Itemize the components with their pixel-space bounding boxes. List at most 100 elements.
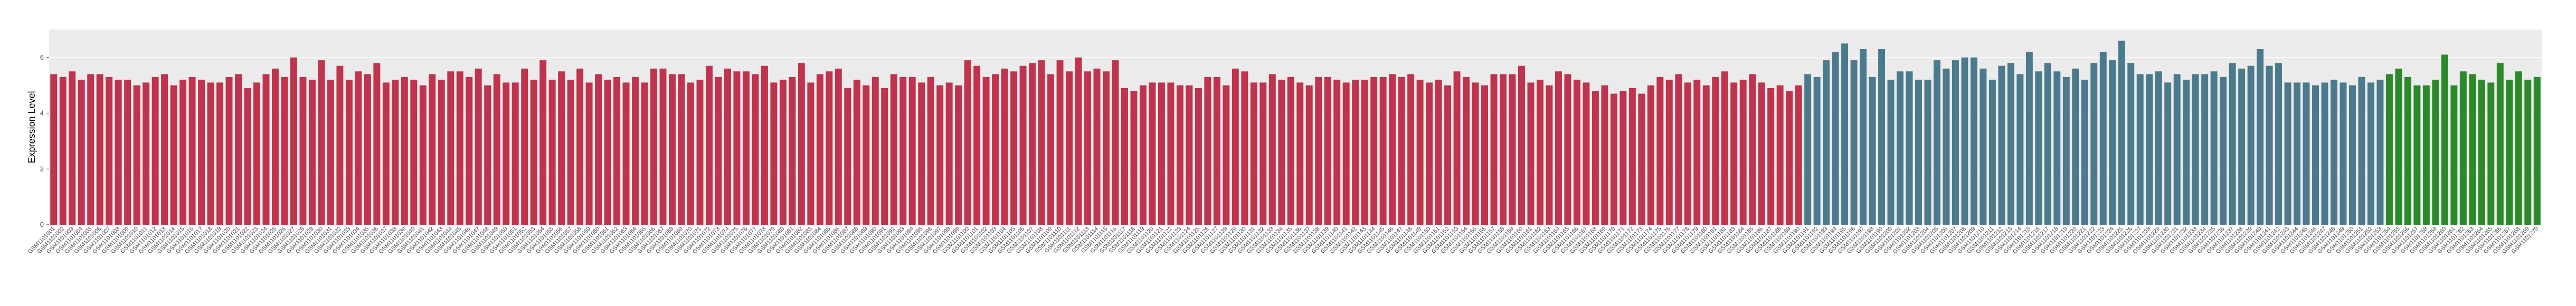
- bar: [539, 60, 547, 225]
- bar: [2367, 82, 2374, 225]
- bar: [1887, 80, 1895, 225]
- bar: [1536, 80, 1543, 225]
- bar: [170, 85, 177, 225]
- bar: [2469, 74, 2476, 225]
- bar: [973, 65, 981, 225]
- bar: [1693, 80, 1701, 225]
- bar: [262, 74, 270, 225]
- bar: [1610, 93, 1617, 225]
- bar: [548, 80, 556, 225]
- bar: [188, 77, 196, 225]
- bar: [872, 77, 879, 225]
- bar: [1472, 82, 1479, 225]
- bar: [373, 63, 381, 225]
- bar: [1389, 74, 1396, 225]
- bar: [1813, 77, 1821, 225]
- bar: [752, 74, 759, 225]
- bar: [1730, 82, 1738, 225]
- bar: [1259, 82, 1267, 225]
- bar: [705, 65, 713, 225]
- bar: [161, 74, 168, 225]
- bar: [59, 77, 67, 225]
- bar: [890, 74, 897, 225]
- bar: [1665, 80, 1673, 225]
- bar: [512, 82, 519, 225]
- bar: [2303, 82, 2310, 225]
- bar: [1776, 85, 1784, 225]
- bar: [1001, 69, 1008, 225]
- bar: [2404, 77, 2411, 225]
- bar: [1675, 74, 1682, 225]
- bar: [1481, 85, 1488, 225]
- bar: [392, 80, 399, 225]
- bar: [632, 77, 639, 225]
- bar: [715, 77, 722, 225]
- bar: [1583, 82, 1590, 225]
- bar: [87, 74, 94, 225]
- bar: [106, 77, 113, 225]
- bar: [1860, 49, 1867, 225]
- bar: [2127, 63, 2135, 225]
- bar: [1186, 85, 1193, 225]
- bar: [1758, 82, 1765, 225]
- bar: [475, 69, 482, 225]
- bar: [1795, 85, 1802, 225]
- bar: [1832, 52, 1839, 225]
- bar: [2506, 80, 2513, 225]
- bar: [992, 74, 999, 225]
- bar: [1342, 82, 1350, 225]
- bar: [927, 77, 934, 225]
- bar: [2358, 77, 2365, 225]
- bar: [1712, 77, 1719, 225]
- bar: [207, 82, 214, 225]
- bar: [69, 71, 76, 225]
- bar: [1638, 93, 1645, 225]
- bar: [1841, 43, 1849, 225]
- bar: [770, 82, 778, 225]
- bar: [235, 74, 242, 225]
- bar: [290, 57, 297, 225]
- bar: [1970, 57, 1977, 225]
- bar: [198, 80, 205, 225]
- bar: [1038, 60, 1045, 225]
- bar: [225, 77, 233, 225]
- bar: [2035, 71, 2042, 225]
- bar: [336, 65, 344, 225]
- bar: [1980, 69, 1987, 225]
- bar: [96, 74, 103, 225]
- bar: [2385, 74, 2393, 225]
- bar: [1564, 74, 1571, 225]
- bar: [1130, 91, 1138, 225]
- bar: [1500, 74, 1507, 225]
- bar: [1232, 69, 1239, 225]
- bar: [419, 85, 427, 225]
- bar: [2312, 85, 2319, 225]
- bar: [945, 82, 953, 225]
- bar: [1019, 65, 1027, 225]
- bar: [1998, 65, 2005, 225]
- bar: [1656, 77, 1664, 225]
- bar: [678, 74, 685, 225]
- bar: [1250, 82, 1257, 225]
- bar: [2257, 49, 2264, 225]
- bar: [2173, 74, 2181, 225]
- bar: [1379, 77, 1387, 225]
- bar: [1647, 85, 1654, 225]
- bar: [1924, 80, 1931, 225]
- bar: [2192, 74, 2199, 225]
- bar: [696, 80, 704, 225]
- bar: [899, 77, 907, 225]
- bar: [1149, 82, 1156, 225]
- bar: [789, 77, 796, 225]
- bar: [355, 71, 362, 225]
- bar: [982, 77, 990, 225]
- plot-background: [49, 30, 2542, 225]
- bar: [2459, 71, 2467, 225]
- bar: [1573, 80, 1580, 225]
- bar: [908, 77, 916, 225]
- bar: [484, 85, 491, 225]
- bar: [1287, 77, 1294, 225]
- bar: [318, 60, 325, 225]
- bar: [669, 74, 676, 225]
- bar: [2072, 69, 2079, 225]
